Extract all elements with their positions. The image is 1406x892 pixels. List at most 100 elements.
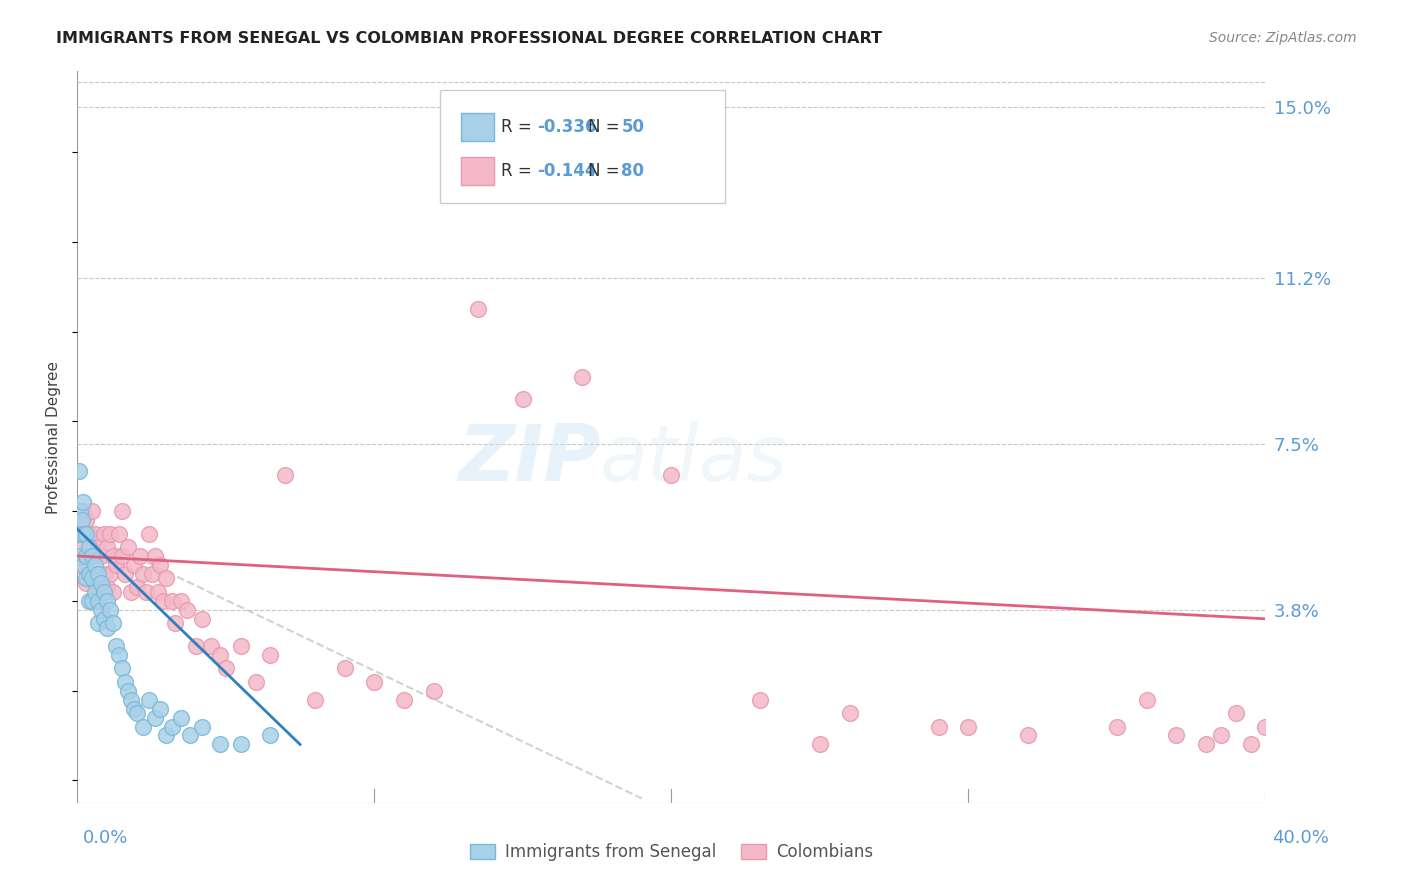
Point bbox=[122, 558, 145, 572]
Point bbox=[69, 504, 91, 518]
Point bbox=[75, 513, 97, 527]
Text: Source: ZipAtlas.com: Source: ZipAtlas.com bbox=[1209, 31, 1357, 45]
Point bbox=[135, 585, 157, 599]
Point bbox=[72, 495, 94, 509]
Point bbox=[114, 566, 136, 581]
Point bbox=[1254, 719, 1277, 733]
Point bbox=[125, 706, 148, 720]
Point bbox=[67, 464, 90, 478]
Point bbox=[149, 558, 172, 572]
Point bbox=[363, 674, 385, 689]
Point bbox=[1225, 706, 1247, 720]
FancyBboxPatch shape bbox=[461, 157, 495, 185]
Text: ZIP: ZIP bbox=[458, 421, 600, 497]
Point bbox=[304, 692, 326, 706]
Point bbox=[259, 648, 281, 662]
FancyBboxPatch shape bbox=[461, 113, 495, 141]
Point bbox=[87, 581, 110, 595]
FancyBboxPatch shape bbox=[440, 90, 725, 203]
Point bbox=[72, 526, 94, 541]
Text: atlas: atlas bbox=[600, 421, 787, 497]
Point bbox=[176, 603, 198, 617]
Point bbox=[84, 526, 107, 541]
Point bbox=[93, 612, 115, 626]
Point bbox=[93, 566, 115, 581]
Point bbox=[93, 585, 115, 599]
Point bbox=[467, 302, 489, 317]
Point bbox=[170, 710, 193, 724]
Point bbox=[117, 683, 139, 698]
Point bbox=[69, 549, 91, 563]
Point bbox=[101, 585, 124, 599]
Point bbox=[1239, 738, 1261, 752]
Point bbox=[1017, 729, 1039, 743]
Text: 0.0%: 0.0% bbox=[83, 829, 128, 847]
Point bbox=[108, 648, 131, 662]
Point bbox=[808, 738, 831, 752]
Point bbox=[69, 526, 91, 541]
Point bbox=[162, 594, 184, 608]
Point bbox=[749, 692, 772, 706]
Point bbox=[1209, 729, 1232, 743]
Point bbox=[108, 526, 131, 541]
Point bbox=[179, 729, 201, 743]
Point bbox=[75, 571, 97, 585]
Point bbox=[838, 706, 860, 720]
Point bbox=[138, 526, 160, 541]
Point bbox=[571, 369, 593, 384]
Point bbox=[125, 581, 148, 595]
Point bbox=[111, 661, 134, 675]
Point bbox=[87, 616, 110, 631]
Text: R =: R = bbox=[502, 161, 537, 180]
Text: -0.336: -0.336 bbox=[537, 118, 596, 136]
Point bbox=[77, 566, 100, 581]
Point bbox=[104, 558, 127, 572]
Point bbox=[200, 639, 222, 653]
Point bbox=[208, 648, 231, 662]
Point bbox=[98, 526, 121, 541]
Point bbox=[143, 549, 166, 563]
Point bbox=[229, 639, 252, 653]
Point bbox=[87, 594, 110, 608]
Point bbox=[170, 594, 193, 608]
Point bbox=[186, 639, 208, 653]
Point bbox=[87, 566, 110, 581]
Y-axis label: Professional Degree: Professional Degree bbox=[46, 360, 62, 514]
Point bbox=[165, 616, 187, 631]
Point bbox=[70, 513, 93, 527]
Point bbox=[162, 719, 184, 733]
Point bbox=[77, 540, 100, 554]
Point bbox=[120, 692, 142, 706]
Point bbox=[90, 603, 112, 617]
Point bbox=[72, 558, 94, 572]
Text: R =: R = bbox=[502, 118, 537, 136]
Point bbox=[120, 585, 142, 599]
Point bbox=[122, 701, 145, 715]
Point bbox=[111, 549, 134, 563]
Point bbox=[957, 719, 980, 733]
Point bbox=[131, 719, 153, 733]
Point bbox=[143, 710, 166, 724]
Point bbox=[1166, 729, 1188, 743]
Point bbox=[392, 692, 415, 706]
Point bbox=[96, 540, 118, 554]
Point bbox=[152, 594, 174, 608]
Point bbox=[274, 468, 297, 483]
Point bbox=[128, 549, 150, 563]
Point bbox=[114, 674, 136, 689]
Point bbox=[928, 719, 950, 733]
Point bbox=[245, 674, 267, 689]
Point bbox=[155, 729, 177, 743]
Text: N =: N = bbox=[588, 161, 626, 180]
Point bbox=[191, 612, 214, 626]
Point bbox=[1135, 692, 1157, 706]
Point bbox=[75, 575, 97, 590]
Point bbox=[75, 549, 97, 563]
Point bbox=[90, 575, 112, 590]
Point bbox=[75, 549, 97, 563]
Point bbox=[87, 540, 110, 554]
Point bbox=[101, 616, 124, 631]
Point bbox=[69, 526, 91, 541]
Point bbox=[77, 526, 100, 541]
Point bbox=[512, 392, 534, 406]
